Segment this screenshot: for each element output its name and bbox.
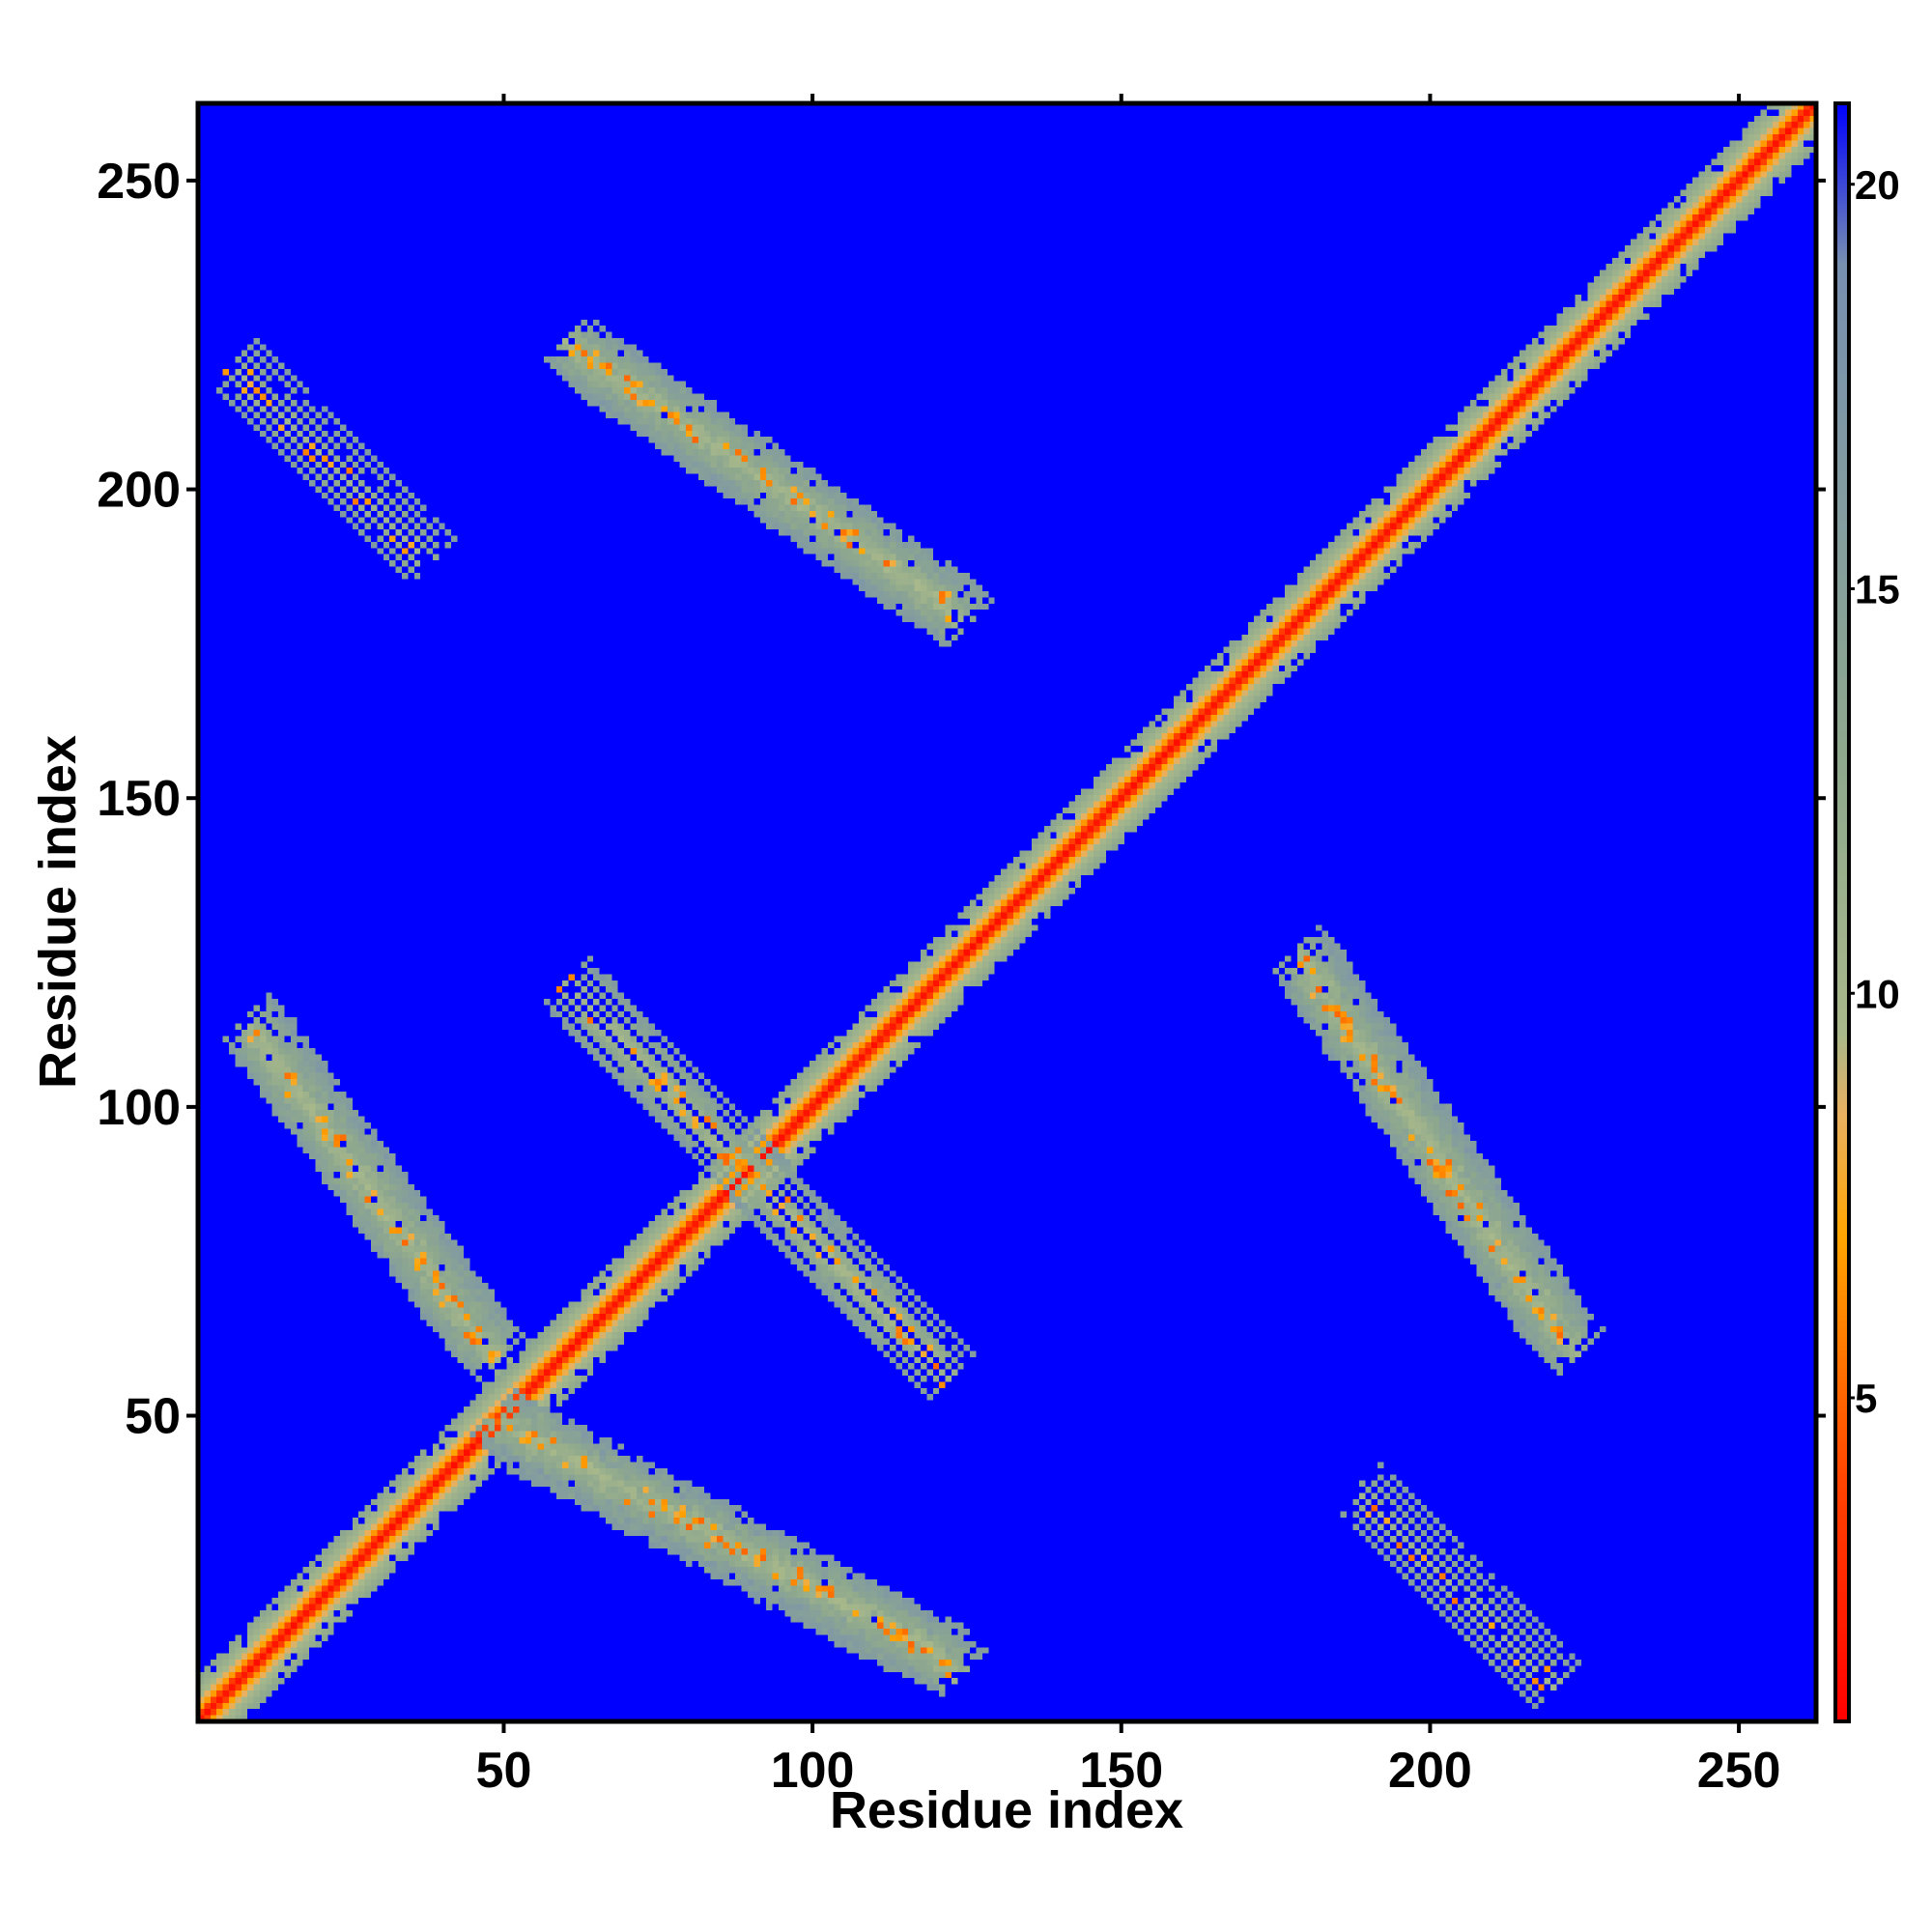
x-tick-label: 200 [1388,1743,1472,1799]
heatmap-image [198,103,1816,1721]
y-axis-title: Residue index [29,735,87,1089]
plot-frame [195,100,1819,1724]
y-tick-label: 200 [97,463,181,519]
y-tick-label: 150 [97,771,181,827]
heatmap-cells [198,103,1816,1721]
colorbar-gradient [1833,101,1851,1723]
y-axis: 50 100 150 200 250 [97,154,1826,1445]
x-tick-label: 100 [771,1743,855,1799]
colorbar-tick-label: 15 [1855,567,1900,612]
colorbar-tick-label: 10 [1855,971,1900,1016]
x-axis: 50 100 150 200 250 [476,94,1781,1799]
x-axis-title: Residue index [830,1781,1183,1839]
x-tick-label: 150 [1079,1743,1163,1799]
y-tick-label: 100 [97,1080,181,1136]
y-tick-label: 250 [97,154,181,210]
x-tick-label: 50 [476,1743,532,1799]
colorbar: 5 10 15 20 [1833,101,1900,1723]
colorbar-tick-label: 20 [1855,162,1900,208]
x-tick-label: 250 [1697,1743,1781,1799]
colorbar-tick-label: 5 [1855,1376,1877,1421]
y-tick-label: 50 [125,1389,181,1445]
